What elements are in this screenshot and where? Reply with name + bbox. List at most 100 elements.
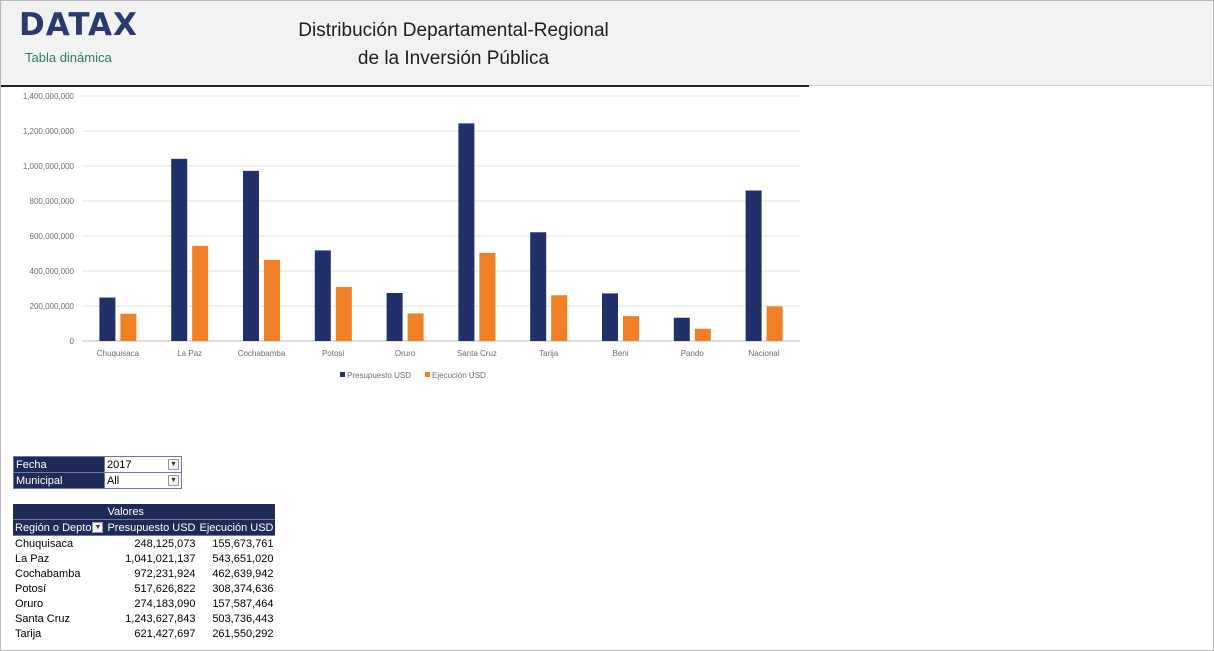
page-title: Distribución Departamental-Regional de l… — [251, 17, 656, 73]
presupuesto-cell[interactable]: 972,231,924 — [134, 567, 196, 580]
x-tick-label: Chuquisaca — [97, 349, 140, 358]
presupuesto-cell[interactable]: 1,041,021,137 — [125, 552, 196, 565]
x-tick-label: Nacional — [749, 349, 780, 358]
x-tick-label: Beni — [612, 349, 628, 358]
bar-presupuesto[interactable] — [458, 123, 475, 341]
x-tick-label: Cochabamba — [238, 349, 286, 358]
row-label-cell[interactable]: Santa Cruz — [15, 612, 71, 625]
table-row[interactable]: Cochabamba 972,231,924 462,639,942 — [13, 566, 275, 581]
ejecucion-cell[interactable]: 462,639,942 — [212, 567, 274, 580]
row-label-cell[interactable]: Oruro — [15, 597, 44, 610]
pivot-header-row: Región o Depto ▼ Presupuesto USD Ejecució… — [13, 519, 276, 536]
presupuesto-cell[interactable]: 517,626,822 — [134, 582, 196, 595]
x-tick-label: Oruro — [395, 349, 416, 358]
bar-ejecucion[interactable] — [551, 295, 568, 341]
legend-swatch — [425, 372, 430, 377]
presupuesto-cell[interactable]: 621,427,697 — [134, 627, 196, 640]
pivot-table: Valores Región o Depto ▼ Presupuesto USD … — [13, 504, 276, 642]
table-row[interactable]: La Paz 1,041,021,137 543,651,020 — [13, 551, 275, 566]
ejecucion-cell[interactable]: 157,587,464 — [212, 597, 274, 610]
bar-presupuesto[interactable] — [314, 250, 331, 341]
y-tick-label: 0 — [70, 337, 75, 346]
y-tick-label: 1,200,000,000 — [23, 127, 75, 136]
bar-ejecucion[interactable] — [120, 313, 137, 341]
filter-row-fecha: Fecha 2017 ▼ — [13, 456, 182, 473]
column-filter-icon[interactable]: ▼ — [92, 522, 104, 534]
y-tick-label: 400,000,000 — [30, 267, 75, 276]
table-row[interactable]: Tarija 621,427,697 261,550,292 — [13, 626, 275, 641]
filter-funnel-icon[interactable]: ▼ — [168, 459, 179, 470]
bar-presupuesto[interactable] — [99, 297, 116, 341]
pivot-corner — [13, 504, 106, 520]
bar-presupuesto[interactable] — [530, 232, 547, 341]
presupuesto-cell[interactable]: 274,183,090 — [134, 597, 196, 610]
pivot-values-row: Valores — [13, 504, 276, 520]
bar-presupuesto[interactable] — [602, 293, 618, 341]
filter-label-fecha: Fecha — [13, 456, 105, 473]
pivot-col-region-label: Región o Depto — [15, 521, 92, 534]
dashboard-header: DATAX Tabla dinámica Distribución Depart… — [1, 1, 1212, 86]
row-label-cell[interactable]: Chuquisaca — [13, 535, 106, 551]
pivot-body: Chuquisaca 248,125,073 155,673,761 La Paz 1,… — [13, 535, 276, 642]
x-tick-label: Tarija — [539, 349, 559, 358]
filter-value-fecha[interactable]: 2017 ▼ — [104, 456, 182, 473]
ejecucion-cell[interactable]: 543,651,020 — [212, 552, 274, 565]
legend-swatch — [340, 372, 345, 377]
table-row[interactable]: Chuquisaca 248,125,073 155,673,761 — [13, 535, 276, 551]
x-tick-label: Potosí — [322, 349, 345, 358]
ejecucion-cell[interactable]: 261,550,292 — [212, 627, 274, 640]
presupuesto-cell[interactable]: 248,125,073 — [105, 535, 198, 551]
legend-label: Presupuesto USD — [347, 371, 411, 380]
presupuesto-cell[interactable]: 1,243,627,843 — [125, 612, 196, 625]
bar-ejecucion[interactable] — [766, 306, 783, 341]
table-row[interactable]: Potosí 517,626,822 308,374,636 — [13, 581, 275, 596]
filter-row-municipal: Municipal All ▼ — [13, 472, 182, 489]
filter-value-text: All — [107, 474, 120, 487]
x-tick-label: Santa Cruz — [457, 349, 497, 358]
table-row[interactable]: Oruro 274,183,090 157,587,464 — [13, 596, 275, 611]
y-tick-label: 200,000,000 — [30, 302, 75, 311]
y-tick-label: 1,000,000,000 — [23, 162, 75, 171]
bar-ejecucion[interactable] — [623, 316, 639, 341]
bar-presupuesto[interactable] — [673, 317, 690, 341]
y-tick-label: 600,000,000 — [30, 232, 75, 241]
pivot-filters: Fecha 2017 ▼ Municipal All ▼ — [13, 456, 182, 489]
pivot-col-ejecucion: Ejecución USD — [197, 519, 276, 536]
ejecucion-cell[interactable]: 308,374,636 — [212, 582, 274, 595]
bar-presupuesto[interactable] — [386, 293, 403, 341]
ejecucion-cell[interactable]: 503,736,443 — [212, 612, 274, 625]
bar-ejecucion[interactable] — [479, 252, 496, 341]
bar-presupuesto[interactable] — [171, 158, 188, 341]
y-tick-label: 1,400,000,000 — [23, 92, 75, 101]
row-label-cell[interactable]: Potosí — [15, 582, 47, 595]
bar-ejecucion[interactable] — [407, 313, 424, 341]
legend-label: Ejecución USD — [432, 371, 486, 380]
bar-presupuesto[interactable] — [243, 170, 259, 341]
row-label-cell[interactable]: Tarija — [15, 627, 42, 640]
pivot-col-region[interactable]: Región o Depto ▼ — [13, 519, 106, 536]
y-tick-label: 800,000,000 — [30, 197, 75, 206]
pivot-col-presupuesto: Presupuesto USD — [105, 519, 198, 536]
title-line-2: de la Inversión Pública — [357, 48, 550, 69]
ejecucion-cell[interactable]: 155,673,761 — [197, 535, 276, 551]
filter-value-municipal[interactable]: All ▼ — [104, 472, 182, 489]
datax-logo: DATAX — [19, 7, 138, 43]
bar-ejecucion[interactable] — [335, 287, 352, 341]
x-tick-label: La Paz — [177, 349, 202, 358]
bar-presupuesto[interactable] — [745, 190, 762, 342]
header-divider — [1, 85, 809, 87]
bar-ejecucion[interactable] — [264, 260, 280, 341]
x-tick-label: Pando — [681, 349, 705, 358]
bar-chart[interactable]: 0 200,000,000 400,000,000 600,000,000 800,00… — [0, 88, 810, 388]
title-line-1: Distribución Departamental-Regional — [298, 20, 609, 41]
bar-ejecucion[interactable] — [694, 328, 711, 341]
dropdown-arrow-icon[interactable]: ▼ — [168, 475, 179, 486]
bar-ejecucion[interactable] — [192, 245, 209, 341]
row-label-cell[interactable]: La Paz — [15, 552, 50, 565]
filter-value-text: 2017 — [107, 458, 132, 471]
table-row[interactable]: Santa Cruz 1,243,627,843 503,736,443 — [13, 611, 275, 626]
row-label-cell[interactable]: Cochabamba — [15, 567, 81, 580]
pivot-values-header: Valores — [105, 504, 276, 520]
logo-subtitle: Tabla dinámica — [25, 50, 112, 65]
filter-label-municipal: Municipal — [13, 472, 105, 489]
